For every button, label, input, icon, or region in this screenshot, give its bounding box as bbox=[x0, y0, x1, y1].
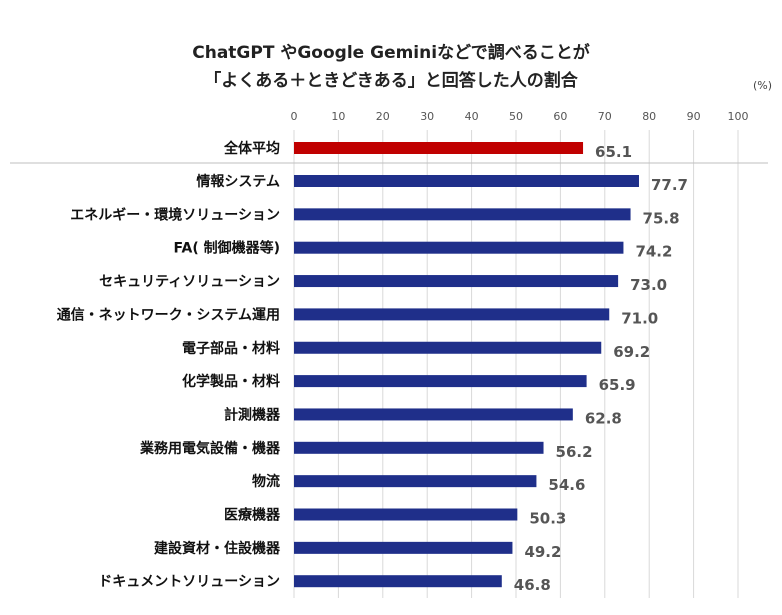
value-label: 65.9 bbox=[599, 376, 636, 394]
value-label: 73.0 bbox=[630, 276, 667, 294]
bar-10 bbox=[294, 475, 537, 488]
value-label: 75.8 bbox=[643, 209, 680, 227]
category-label: FA( 制御機器等) bbox=[174, 240, 280, 257]
chart-title-line-1: ChatGPT やGoogle Geminiなどで調べることが bbox=[192, 43, 590, 63]
x-tick-label: 50 bbox=[509, 110, 523, 123]
unit-label: (%) bbox=[752, 79, 772, 92]
value-label: 56.2 bbox=[556, 443, 593, 461]
x-tick-label: 20 bbox=[376, 110, 390, 123]
category-label: 情報システム bbox=[196, 173, 280, 190]
bar-5 bbox=[294, 308, 610, 321]
x-tick-label: 10 bbox=[331, 110, 345, 123]
value-label: 62.8 bbox=[585, 409, 622, 427]
category-label: 通信・ネットワーク・システム運用 bbox=[57, 306, 280, 323]
bar-4 bbox=[294, 275, 619, 288]
x-tick-label: 60 bbox=[553, 110, 567, 123]
category-label: 建設資材・住設機器 bbox=[154, 540, 281, 557]
bar-9 bbox=[294, 441, 544, 454]
value-label: 74.2 bbox=[635, 243, 672, 261]
value-label: 50.3 bbox=[529, 510, 566, 528]
value-label: 46.8 bbox=[514, 576, 551, 594]
x-tick-label: 0 bbox=[291, 110, 298, 123]
category-label: 医療機器 bbox=[224, 507, 281, 524]
value-label: 49.2 bbox=[524, 543, 561, 561]
value-label: 69.2 bbox=[613, 343, 650, 361]
value-label: 77.7 bbox=[651, 176, 688, 194]
x-tick-label: 70 bbox=[598, 110, 612, 123]
bar-6 bbox=[294, 341, 602, 354]
category-label: 電子部品・材料 bbox=[182, 340, 280, 357]
category-label: 計測機器 bbox=[224, 406, 281, 423]
x-tick-label: 80 bbox=[642, 110, 656, 123]
category-label: 化学製品・材料 bbox=[182, 373, 280, 390]
bar-1 bbox=[294, 175, 639, 187]
x-tick-label: 40 bbox=[465, 110, 479, 123]
bar-13 bbox=[294, 575, 502, 588]
category-label: 業務用電気設備・機器 bbox=[139, 440, 281, 457]
bar-0 bbox=[294, 142, 584, 154]
category-label: ドキュメントソリューション bbox=[98, 574, 280, 590]
bar-7 bbox=[294, 375, 587, 388]
chart-title-line-2: 「よくある＋ときどきある」と回答した人の割合 bbox=[204, 71, 578, 91]
category-label: セキュリティソリューション bbox=[99, 274, 280, 290]
bar-2 bbox=[294, 208, 631, 221]
value-label: 54.6 bbox=[548, 476, 585, 494]
x-tick-label: 100 bbox=[728, 110, 749, 123]
x-tick-label: 90 bbox=[687, 110, 701, 123]
bar-8 bbox=[294, 408, 573, 421]
category-label: 物流 bbox=[252, 473, 280, 490]
x-tick-label: 30 bbox=[420, 110, 434, 123]
category-label: 全体平均 bbox=[223, 140, 280, 157]
bar-11 bbox=[294, 508, 518, 521]
category-label: エネルギー・環境ソリューション bbox=[70, 206, 280, 223]
bar-3 bbox=[294, 241, 624, 254]
value-label: 71.0 bbox=[621, 309, 658, 327]
value-label: 65.1 bbox=[595, 143, 632, 161]
bar-12 bbox=[294, 541, 513, 554]
